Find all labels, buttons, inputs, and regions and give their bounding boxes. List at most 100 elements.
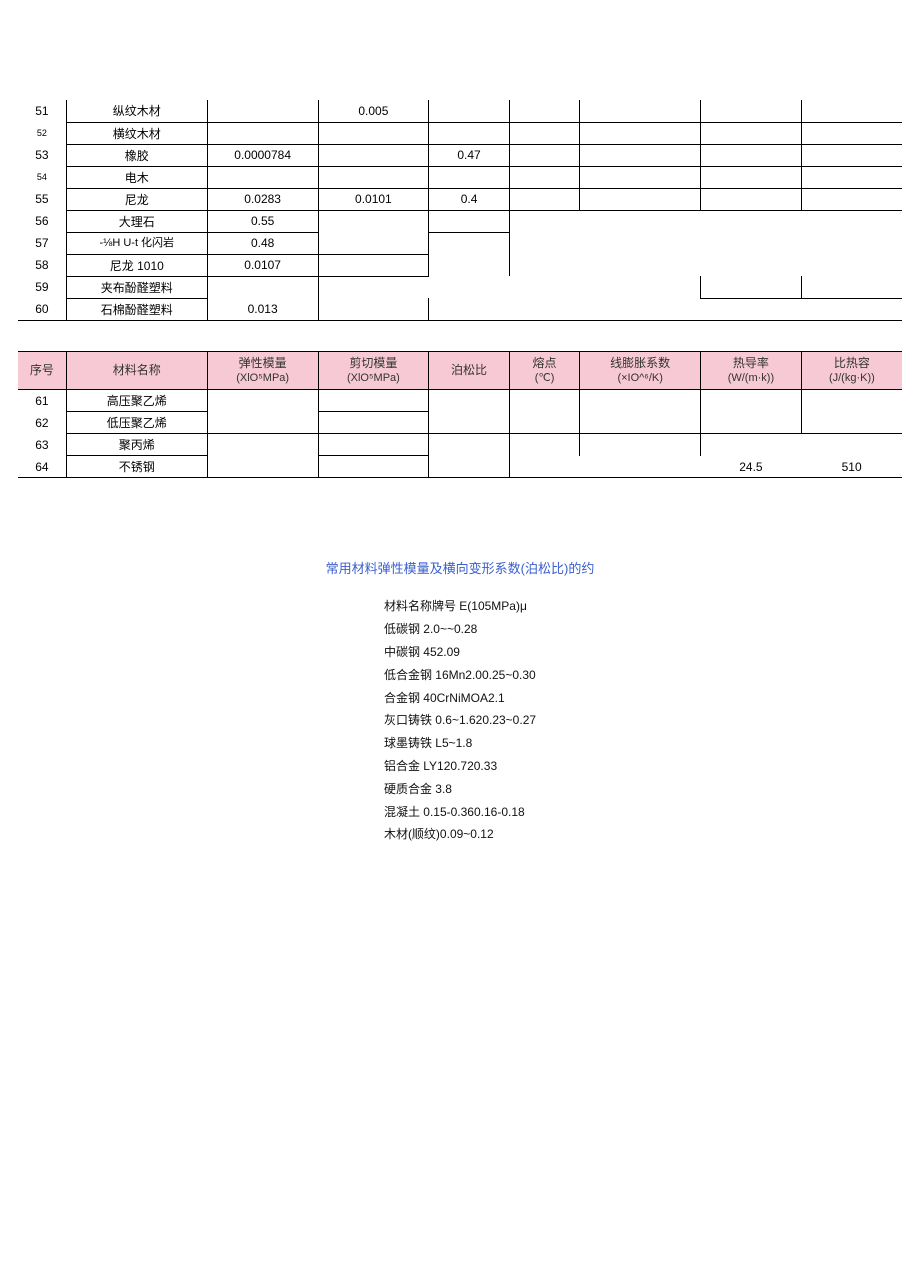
col-header-mp: 熔点 (℃): [509, 351, 579, 390]
cell-idx: 59: [18, 276, 66, 298]
header-sublabel: (×IO^⁶/K): [582, 371, 698, 385]
cell-g: [318, 456, 429, 478]
cell-shc: [801, 210, 902, 232]
cell-cte: [580, 166, 701, 188]
cell-idx: 63: [18, 434, 66, 456]
header-sublabel: (XlO⁵MPa): [210, 371, 316, 385]
cell-cte: [580, 100, 701, 122]
appendix-section: 常用材料弹性模量及横向变形系数(泊松比)的约 材料名称牌号 E(105MPa)μ…: [18, 558, 902, 846]
list-item: 硬质合金 3.8: [384, 778, 536, 801]
cell-name: 不锈钢: [66, 456, 207, 478]
list-item: 木材(顺纹)0.09~0.12: [384, 823, 536, 846]
material-table-1: 51 纵纹木材 0.005 52 横纹木材 53 橡胶 0.0000784: [18, 100, 902, 321]
cell-idx: 61: [18, 390, 66, 412]
cell-tc: 24.5: [701, 456, 802, 478]
cell-mp: [509, 122, 579, 144]
cell-cte: [580, 254, 701, 276]
cell-pr: [429, 412, 510, 434]
cell-tc: [701, 166, 802, 188]
cell-g: [318, 122, 429, 144]
cell-shc: [801, 434, 902, 456]
header-label: 材料名称: [69, 363, 205, 379]
cell-mp: [509, 166, 579, 188]
cell-pr: [429, 456, 510, 478]
cell-e: 0.48: [207, 232, 318, 254]
header-label: 弹性模量: [210, 356, 316, 372]
cell-idx: 60: [18, 298, 66, 320]
cell-e: 0.0000784: [207, 144, 318, 166]
cell-name: 橡胶: [66, 144, 207, 166]
list-item: 铝合金 LY120.720.33: [384, 755, 536, 778]
cell-g: [318, 254, 429, 276]
col-header-e: 弹性模量 (XlO⁵MPa): [207, 351, 318, 390]
cell-cte: [580, 434, 701, 456]
cell-pr: [429, 100, 510, 122]
list-item: 低合金钢 16Mn2.00.25~0.30: [384, 664, 536, 687]
list-item: 材料名称牌号 E(105MPa)μ: [384, 595, 536, 618]
header-label: 泊松比: [431, 363, 507, 379]
cell-e: [207, 412, 318, 434]
cell-name: 尼龙: [66, 188, 207, 210]
cell-pr: [429, 298, 510, 320]
header-label: 比热容: [804, 356, 900, 372]
table-row: 63 聚丙烯: [18, 434, 902, 456]
cell-tc: [701, 390, 802, 412]
cell-idx: 64: [18, 456, 66, 478]
cell-mp: [509, 210, 579, 232]
cell-idx: 54: [18, 166, 66, 188]
cell-cte: [580, 276, 701, 298]
cell-pr: [429, 210, 510, 232]
col-header-idx: 序号: [18, 351, 66, 390]
cell-tc: [701, 434, 802, 456]
cell-shc: [801, 298, 902, 320]
cell-tc: [701, 276, 802, 298]
cell-e: 0.0283: [207, 188, 318, 210]
cell-pr: [429, 232, 510, 254]
cell-idx: 62: [18, 412, 66, 434]
cell-name: 石棉酚醛塑料: [66, 298, 207, 320]
cell-cte: [580, 144, 701, 166]
cell-e: [207, 276, 318, 298]
table-row: 51 纵纹木材 0.005: [18, 100, 902, 122]
col-header-pr: 泊松比: [429, 351, 510, 390]
cell-e: [207, 122, 318, 144]
cell-cte: [580, 390, 701, 412]
cell-mp: [509, 100, 579, 122]
header-sublabel: (J/(kg·K)): [804, 371, 900, 385]
list-item: 混凝土 0.15-0.360.16-0.18: [384, 801, 536, 824]
col-header-shc: 比热容 (J/(kg·K)): [801, 351, 902, 390]
cell-e: [207, 100, 318, 122]
cell-name: 聚丙烯: [66, 434, 207, 456]
cell-shc: [801, 188, 902, 210]
cell-tc: [701, 188, 802, 210]
table-row: 53 橡胶 0.0000784 0.47: [18, 144, 902, 166]
table-row: 59 夹布酚醛塑料: [18, 276, 902, 298]
cell-name: 横纹木材: [66, 122, 207, 144]
cell-e: 0.013: [207, 298, 318, 320]
cell-mp: [509, 276, 579, 298]
col-header-tc: 热导率 (W/(m·k)): [701, 351, 802, 390]
cell-shc: [801, 166, 902, 188]
cell-cte: [580, 232, 701, 254]
cell-name: 高压聚乙烯: [66, 390, 207, 412]
cell-shc: [801, 276, 902, 298]
header-label: 序号: [20, 363, 64, 379]
table-row: 52 横纹木材: [18, 122, 902, 144]
list-item: 灰口铸铁 0.6~1.620.23~0.27: [384, 709, 536, 732]
table-row: 56 大理石 0.55: [18, 210, 902, 232]
cell-mp: [509, 456, 579, 478]
cell-g: 0.005: [318, 100, 429, 122]
cell-name: 低压聚乙烯: [66, 412, 207, 434]
cell-e: [207, 434, 318, 456]
cell-e: 0.0107: [207, 254, 318, 276]
cell-cte: [580, 412, 701, 434]
cell-g: [318, 298, 429, 320]
cell-pr: [429, 390, 510, 412]
cell-pr: [429, 166, 510, 188]
table-row: 64 不锈钢 24.5 510: [18, 456, 902, 478]
cell-shc: [801, 100, 902, 122]
cell-pr: [429, 254, 510, 276]
header-sublabel: (XlO⁵MPa): [321, 371, 427, 385]
cell-mp: [509, 254, 579, 276]
cell-shc: 510: [801, 456, 902, 478]
